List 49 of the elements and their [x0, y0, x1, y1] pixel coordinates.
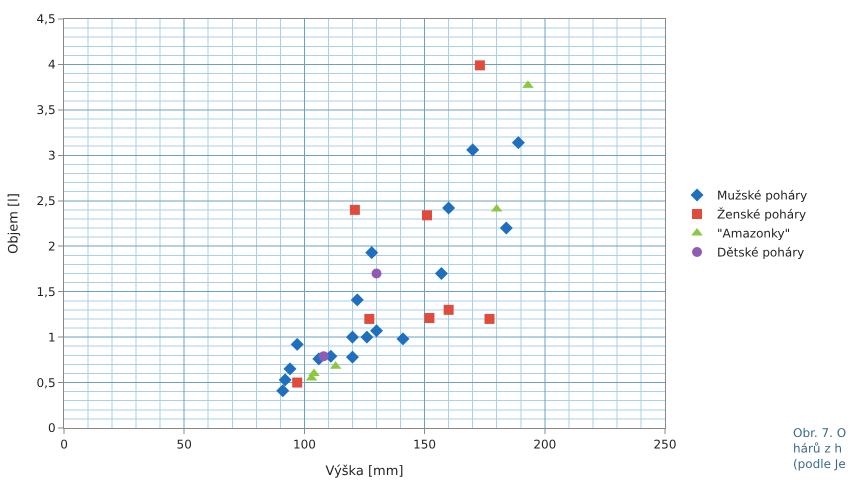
x-tick-label: 250: [654, 437, 676, 452]
point: [500, 222, 513, 235]
point: [346, 330, 359, 344]
point: [278, 373, 292, 386]
point: [370, 324, 384, 338]
point: [350, 293, 364, 306]
point: [372, 268, 382, 278]
point: [474, 60, 485, 70]
point: [360, 330, 374, 344]
y-tick-label: 1,5: [36, 284, 56, 299]
point: [292, 378, 302, 388]
y-tick-label: 4,5: [36, 12, 56, 26]
x-axis-title: Výška [mm]: [326, 464, 404, 479]
text: Obr. 7. O hárů z h (podle Je: [793, 426, 846, 472]
point: [466, 143, 480, 156]
y-tick-label: 1: [48, 330, 56, 344]
y-tick-label: 3: [48, 148, 56, 163]
point: [424, 313, 434, 324]
legend-label: Ženské poháry: [717, 206, 806, 222]
x-tick-label: 100: [292, 437, 316, 452]
point: [290, 338, 304, 351]
point: [434, 266, 448, 280]
point: [318, 351, 329, 362]
point: [364, 314, 374, 324]
y-tick-label: 2,5: [36, 194, 56, 208]
x-tick-label: 50: [176, 437, 192, 452]
legend-label: Dětské poháry: [717, 246, 804, 260]
y-axis-title: Objem [l]: [6, 193, 22, 254]
legend-label: Mužské poháry: [717, 188, 808, 203]
point: [422, 210, 432, 220]
y-tick-label: 4: [48, 58, 56, 72]
point: [283, 362, 296, 376]
y-tick-label: 0,5: [36, 376, 56, 390]
y-tick-label: 3,5: [36, 103, 56, 118]
point: [442, 202, 456, 215]
point: [346, 350, 359, 364]
point: [444, 304, 454, 315]
point: [276, 384, 290, 398]
point: [365, 246, 378, 260]
legend-label: "Amazonky": [717, 226, 790, 241]
x-tick-label: 150: [413, 437, 436, 452]
y-tick-label: 0: [48, 421, 56, 436]
point: [350, 204, 360, 215]
point: [484, 314, 495, 324]
x-tick-label: 0: [60, 437, 68, 452]
x-tick-label: 200: [533, 437, 556, 452]
point: [512, 136, 525, 150]
y-tick-label: 2: [48, 239, 56, 254]
point: [396, 332, 410, 346]
